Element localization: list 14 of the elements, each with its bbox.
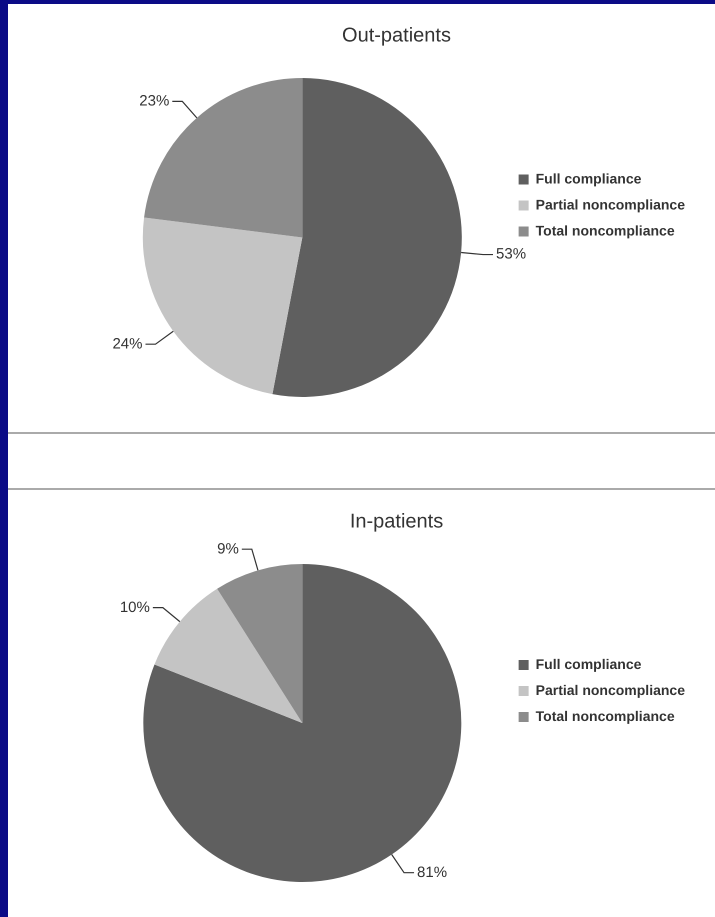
data-label: 23% (139, 92, 170, 110)
data-label: 24% (112, 335, 142, 352)
legend-label: Total noncompliance (536, 708, 675, 724)
chart-title: In-patients (350, 510, 444, 533)
data-label: 10% (120, 598, 150, 616)
legend-label: Partial noncompliance (536, 196, 686, 212)
legend-label: Partial noncompliance (536, 682, 686, 698)
data-label: 9% (217, 540, 239, 558)
legend-label: Full compliance (536, 656, 642, 672)
data-label: 53% (496, 246, 526, 263)
chart-title: Out-patients (342, 24, 451, 47)
legend-label: Total noncompliance (536, 222, 675, 238)
legend-label: Full compliance (536, 170, 642, 186)
data-label: 81% (417, 864, 448, 881)
